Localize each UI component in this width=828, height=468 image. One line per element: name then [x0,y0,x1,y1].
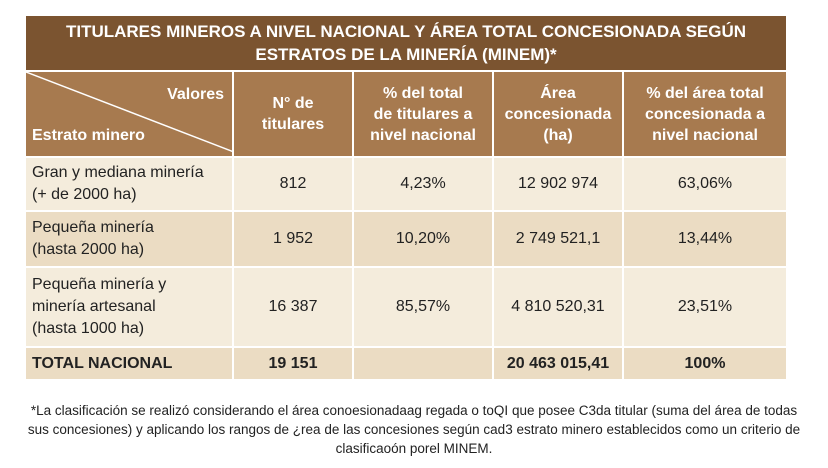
cell: 23,51% [622,266,788,348]
row: Gran y mediana minería (+ de 2000 ha) 812… [24,156,788,212]
diagonal [26,72,234,152]
cell: 2 749 521,1 [492,210,624,268]
table-title: TITULARES MINEROS A NIVEL NACIONAL Y ÁRE… [24,14,788,72]
cell: 12 902 974 [492,156,624,212]
cell: 1 952 [232,210,354,268]
cell: Pequeña minería (hasta 2000 ha) [24,210,234,268]
header-cell: Área concesionada (ha) [492,70,624,158]
table: TITULARES MINEROS A NIVEL NACIONAL Y ÁRE… [24,14,788,381]
cell: 19 151 [232,346,354,381]
cell: 16 387 [232,266,354,348]
corner-cell: Valores Estrato minero [24,70,234,158]
cell: TOTAL NACIONAL [24,346,234,381]
cell: Gran y mediana minería (+ de 2000 ha) [24,156,234,212]
footnote: *La clasificación se realizó considerand… [27,403,801,456]
total-row: TOTAL NACIONAL 19 151 20 463 015,41 100% [24,346,788,381]
cell: 20 463 015,41 [492,346,624,381]
header-cell: % del área total concesionada a nivel na… [622,70,788,158]
cell: 10,20% [352,210,494,268]
row: Pequeña minería (hasta 2000 ha) 1 952 10,2… [24,210,788,268]
header-label: Valores [167,86,224,103]
cell: 63,06% [622,156,788,212]
header-cell: % del total de titulares a nivel naciona… [352,70,494,158]
header-label: Estrato minero [32,127,145,144]
row: Pequeña minería y minería artesanal (has… [24,266,788,348]
cell: Pequeña minería y minería artesanal (has… [24,266,234,348]
table-body: Gran y mediana minería (+ de 2000 ha) 812… [24,156,788,348]
cell: 13,44% [622,210,788,268]
cell: 85,57% [352,266,494,348]
header-cell: N° de titulares [232,70,354,158]
cell: 812 [232,156,354,212]
cell [352,346,494,381]
cell: 100% [622,346,788,381]
header-row: Valores Estrato minero N° de titulares %… [24,70,788,158]
cell: 4,23% [352,156,494,212]
cell: 4 810 520,31 [492,266,624,348]
